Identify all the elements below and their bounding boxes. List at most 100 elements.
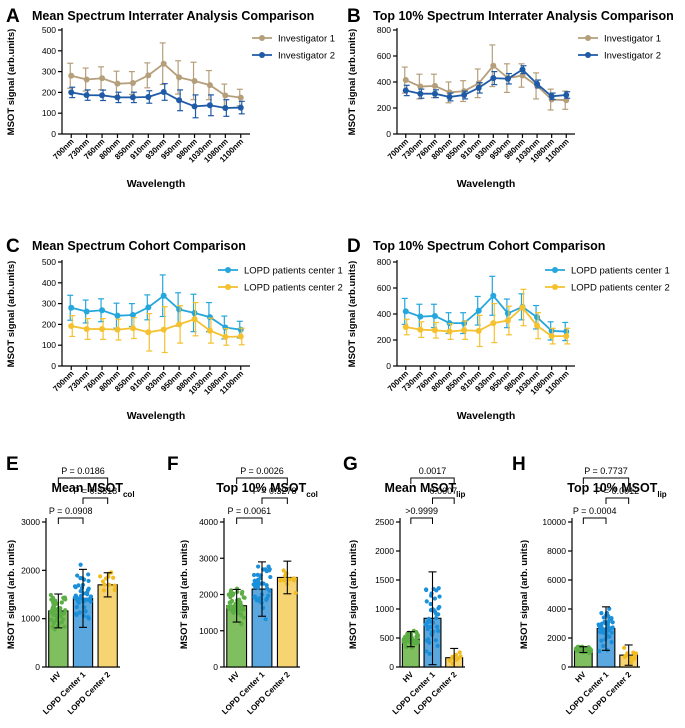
- legend-label: Investigator 1: [278, 34, 335, 45]
- data-point: [252, 578, 257, 583]
- y-axis-label: MSOT signal (arb.units): [6, 261, 17, 368]
- data-point: [114, 80, 121, 87]
- data-point: [238, 613, 244, 618]
- data-point: [241, 615, 247, 620]
- data-point: [176, 74, 183, 81]
- y-tick-label: 500: [380, 633, 394, 643]
- chart-title: Mean MSOTcol: [51, 481, 134, 499]
- chart-title-subscript: lip: [456, 490, 465, 499]
- data-point: [519, 66, 526, 73]
- p-value-label: P = 0.0908: [49, 506, 93, 516]
- data-point: [404, 644, 409, 649]
- data-point: [160, 326, 167, 333]
- y-tick-label: 0: [51, 361, 56, 371]
- significance-bracket: [432, 497, 455, 504]
- x-axis-label: Wavelength: [127, 410, 186, 422]
- series-line: [71, 62, 241, 99]
- series-1: [402, 288, 571, 348]
- p-value-label: P = 0.0061: [228, 506, 272, 516]
- data-point: [240, 589, 245, 594]
- data-point: [114, 94, 121, 101]
- data-point: [255, 572, 260, 577]
- panel-letter: A: [6, 6, 20, 27]
- data-point: [548, 93, 555, 100]
- y-tick-label: 2000: [199, 590, 218, 600]
- data-point: [475, 307, 482, 314]
- y-tick-label: 400: [377, 309, 391, 319]
- data-point: [475, 84, 482, 91]
- data-point: [406, 638, 411, 643]
- data-point: [251, 572, 257, 578]
- data-point: [242, 595, 247, 600]
- y-axis-label: MSOT signal (arb.units): [347, 29, 358, 136]
- x-axis-label: Wavelength: [457, 410, 516, 422]
- y-tick-label: 400: [42, 278, 56, 288]
- panel-g: G Mean MSOTlip 0 500 1000 1500 2000 2500 MSOT si…: [343, 454, 466, 716]
- data-point: [98, 574, 103, 579]
- data-point: [114, 326, 121, 333]
- data-point: [81, 613, 86, 619]
- data-point: [431, 312, 438, 319]
- data-point: [74, 604, 79, 610]
- p-value-label: P = 0.0026: [240, 466, 284, 476]
- y-tick-label: 4000: [199, 517, 218, 527]
- data-point: [563, 92, 570, 98]
- data-point: [402, 77, 409, 84]
- y-axis-label: MSOT signal (arb. units): [6, 540, 17, 649]
- y-tick-label: 300: [42, 299, 56, 309]
- data-point: [99, 307, 106, 314]
- data-point: [58, 613, 63, 618]
- data-point: [402, 640, 407, 645]
- legend-label: LOPD patients center 1: [244, 266, 343, 277]
- legend-marker: [552, 284, 558, 290]
- p-value-label: P = 0.3278: [253, 486, 297, 496]
- data-point: [457, 650, 462, 655]
- x-tick-label: HV: [227, 670, 242, 685]
- p-value-label: P = 0.7737: [584, 466, 628, 476]
- data-point: [68, 72, 75, 79]
- y-tick-label: 400: [377, 77, 391, 87]
- significance-bracket: [236, 477, 288, 484]
- data-point: [222, 105, 229, 111]
- data-point: [222, 324, 229, 331]
- data-point: [423, 622, 428, 627]
- data-point: [86, 572, 91, 577]
- p-value-label: >0.9999: [405, 506, 438, 516]
- x-tick-label: LOPD Center 1: [41, 670, 88, 717]
- data-point: [68, 323, 75, 330]
- data-point: [610, 625, 615, 630]
- data-point: [548, 333, 555, 340]
- y-axis-label: MSOT signal (arb. units): [348, 540, 359, 649]
- data-point: [609, 630, 614, 635]
- data-point: [607, 634, 612, 639]
- data-point: [63, 608, 68, 613]
- data-point: [437, 594, 442, 599]
- data-point: [603, 637, 608, 642]
- data-point: [145, 304, 152, 311]
- data-point: [256, 564, 261, 569]
- data-point: [432, 596, 437, 601]
- significance-bracket: [410, 477, 455, 484]
- data-point: [431, 90, 438, 97]
- panel-letter: D: [347, 236, 361, 257]
- x-tick-label: LOPD Center 2: [66, 670, 113, 717]
- p-value-label: P = 0.3318: [74, 486, 118, 496]
- data-point: [446, 328, 453, 335]
- y-tick-label: 100: [42, 340, 56, 350]
- panel-a: A Mean Spectrum Interrater Analysis Compa…: [6, 6, 335, 190]
- y-tick-label: 8000: [547, 546, 566, 556]
- data-point: [59, 620, 64, 625]
- legend-marker: [225, 284, 231, 290]
- data-point: [222, 92, 229, 99]
- data-point: [129, 80, 136, 87]
- data-point: [600, 643, 606, 649]
- data-point: [206, 82, 213, 89]
- data-point: [237, 333, 244, 340]
- y-tick-label: 10000: [542, 517, 566, 527]
- data-point: [252, 594, 257, 600]
- data-point: [73, 611, 79, 616]
- data-point: [461, 327, 468, 334]
- x-tick-label: HV: [574, 670, 589, 685]
- y-tick-label: 200: [42, 87, 56, 97]
